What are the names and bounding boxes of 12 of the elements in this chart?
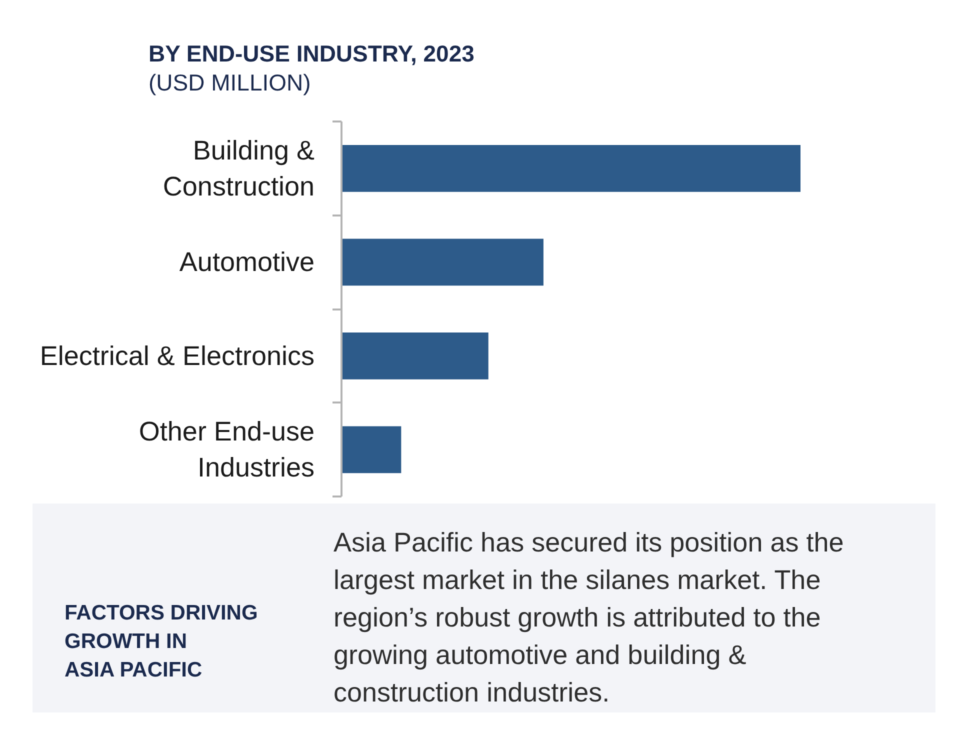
chart-subtitle: (USD MILLION) [148,70,311,96]
y-tick-label: Other End-use Industries [138,416,315,483]
bar [342,332,488,380]
y-tick-label: Building & Construction [162,135,315,202]
chart-title: BY END-USE INDUSTRY, 2023 [148,40,474,66]
y-tick-label: Automotive [179,247,315,278]
text: FACTORS DRIVING GROWTH IN ASIA PACIFIC [64,602,258,682]
text: Asia Pacific has secured its position as the largest market in the silanes market. The region’s robust growth is attributed to the growing automotive and building & construction industries. [334,528,844,708]
bar [342,144,800,192]
bar [342,238,544,286]
y-tick-label: Electrical & Electronics [40,340,315,371]
bar [342,426,402,474]
